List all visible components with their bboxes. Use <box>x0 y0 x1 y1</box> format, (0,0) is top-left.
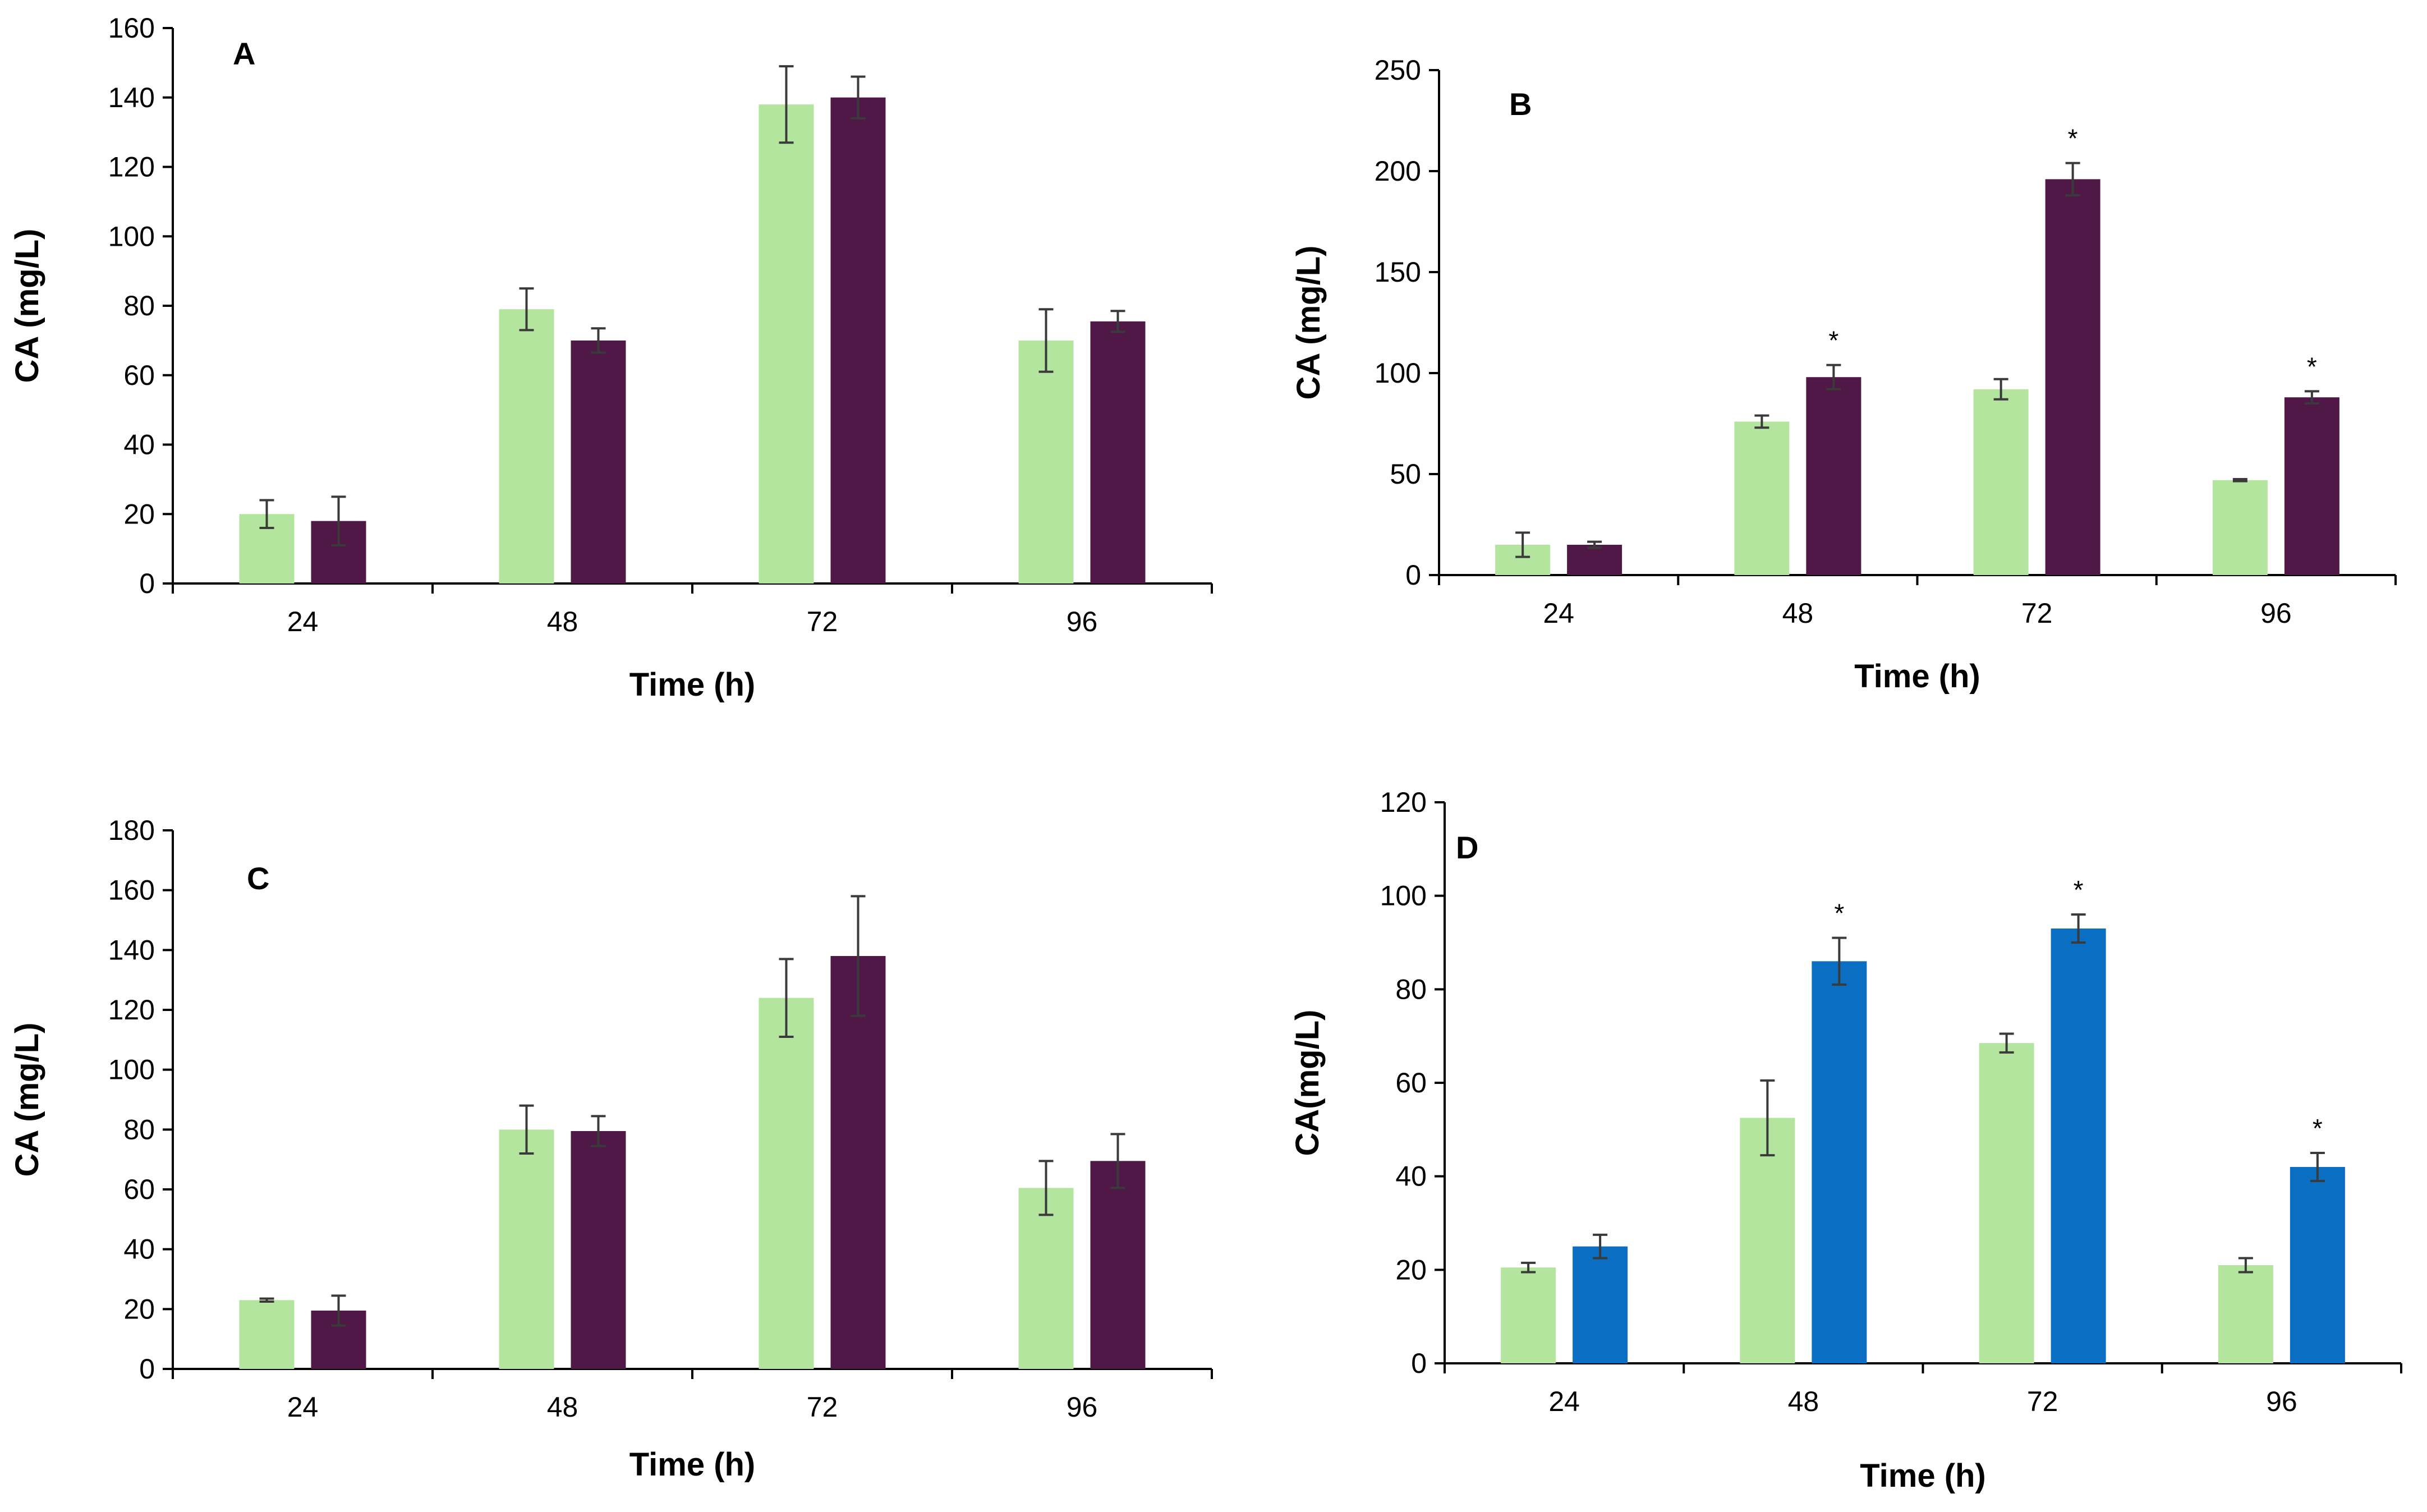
x-tick-label: 48 <box>1788 1386 1819 1417</box>
bar-series-2-48 <box>1812 961 1867 1363</box>
bar-series-1-96 <box>1018 1188 1074 1369</box>
y-tick-label: 160 <box>108 12 155 44</box>
bar-series-1-72 <box>759 104 814 583</box>
bar-series-1-72 <box>1973 389 2029 575</box>
y-axis-title: CA(mg/L) <box>1289 1010 1326 1156</box>
bar-series-1-72 <box>759 998 814 1369</box>
panel-label: C <box>247 861 269 896</box>
bar-series-1-72 <box>1979 1043 2034 1363</box>
y-tick-label: 40 <box>1395 1161 1427 1192</box>
bar-series-2-96 <box>1090 1161 1146 1369</box>
x-tick-label: 48 <box>1782 598 1814 629</box>
y-tick-label: 100 <box>1380 880 1427 912</box>
bar-series-1-48 <box>499 1129 554 1369</box>
bar-series-1-24 <box>239 1300 295 1369</box>
y-tick-label: 200 <box>1375 155 1421 187</box>
y-tick-label: 140 <box>108 934 155 966</box>
chart-panel-b: 0 50 100 150 200 250 24 48 72 96 * * * B Time (h) CA (m… <box>1290 54 2397 695</box>
x-tick-label: 72 <box>807 606 838 637</box>
y-tick-label: 40 <box>123 429 155 461</box>
panel-label: A <box>233 36 255 71</box>
x-tick-label: 24 <box>1548 1386 1580 1417</box>
x-axis-title: Time (h) <box>629 667 756 703</box>
y-tick-label: 80 <box>123 1114 155 1145</box>
y-tick-label: 40 <box>123 1234 155 1265</box>
significance-marker: * <box>2068 124 2078 153</box>
y-tick-label: 20 <box>123 1293 155 1325</box>
bar-series-2-48 <box>1806 377 1861 575</box>
y-tick-label: 100 <box>108 1054 155 1086</box>
y-tick-label: 120 <box>1380 787 1427 818</box>
y-tick-label: 0 <box>139 568 155 599</box>
bar-series-2-24 <box>1573 1246 1628 1363</box>
bar-series-1-96 <box>2218 1265 2273 1363</box>
y-tick-label: 50 <box>1390 458 1421 490</box>
y-tick-label: 0 <box>139 1353 155 1385</box>
y-tick-label: 150 <box>1375 256 1421 288</box>
panel-label: B <box>1509 86 1532 122</box>
y-tick-label: 80 <box>1395 973 1427 1005</box>
y-tick-label: 20 <box>123 498 155 530</box>
significance-marker: * <box>1828 326 1838 355</box>
x-axis-title: Time (h) <box>1854 658 1980 695</box>
y-tick-label: 0 <box>1411 1348 1427 1379</box>
x-tick-label: 72 <box>807 1391 838 1423</box>
y-axis-title: CA (mg/L) <box>9 1023 45 1177</box>
bar-series-2-72 <box>830 956 886 1369</box>
bar-series-2-96 <box>2290 1167 2345 1363</box>
bar-series-1-96 <box>1018 340 1074 583</box>
significance-marker: * <box>2074 875 2084 904</box>
y-tick-label: 120 <box>108 151 155 183</box>
bar-series-2-48 <box>571 1131 626 1369</box>
panel-label: D <box>1456 830 1478 865</box>
y-tick-label: 120 <box>108 994 155 1026</box>
chart-panel-a: 0 20 40 60 80 100 120 140 160 24 48 72 96 A Time (h) CA… <box>9 12 1213 703</box>
y-axis-title: CA (mg/L) <box>9 229 45 383</box>
chart-panel-c: 0 20 40 60 80 100 120 140 160 180 24 48 72 96 C Time (h… <box>9 815 1213 1483</box>
x-tick-label: 48 <box>547 1391 578 1423</box>
bar-series-2-72 <box>2045 179 2100 575</box>
bar-series-2-72 <box>830 97 886 583</box>
x-tick-label: 96 <box>2266 1386 2297 1417</box>
x-tick-label: 24 <box>1543 598 1574 629</box>
y-tick-label: 60 <box>123 1174 155 1205</box>
y-tick-label: 100 <box>1375 357 1421 389</box>
y-tick-label: 80 <box>123 290 155 321</box>
bar-series-2-96 <box>1090 321 1146 583</box>
y-tick-label: 100 <box>108 220 155 252</box>
x-tick-label: 72 <box>2021 598 2053 629</box>
bar-series-1-24 <box>1501 1267 1556 1363</box>
bar-series-2-48 <box>571 340 626 583</box>
y-tick-label: 20 <box>1395 1254 1427 1285</box>
significance-marker: * <box>2307 352 2317 381</box>
bar-series-1-48 <box>499 309 554 583</box>
y-tick-label: 250 <box>1375 54 1421 86</box>
x-tick-label: 96 <box>1067 1391 1098 1423</box>
y-tick-label: 160 <box>108 875 155 906</box>
y-tick-label: 140 <box>108 82 155 113</box>
x-axis-title: Time (h) <box>629 1446 756 1483</box>
x-axis-title: Time (h) <box>1860 1458 1986 1494</box>
x-tick-label: 24 <box>287 606 319 637</box>
x-tick-label: 96 <box>1067 606 1098 637</box>
significance-marker: * <box>2313 1114 2323 1143</box>
x-tick-label: 72 <box>2027 1386 2058 1417</box>
bar-series-1-48 <box>1734 421 1790 575</box>
x-tick-label: 48 <box>547 606 578 637</box>
y-tick-label: 0 <box>1405 559 1421 591</box>
y-tick-label: 180 <box>108 815 155 846</box>
bar-series-1-48 <box>1740 1118 1795 1363</box>
x-tick-label: 96 <box>2260 598 2292 629</box>
y-tick-label: 60 <box>1395 1067 1427 1099</box>
y-tick-label: 60 <box>123 360 155 391</box>
bar-series-2-72 <box>2051 929 2106 1363</box>
y-axis-title: CA (mg/L) <box>1290 246 1327 400</box>
bar-series-1-96 <box>2212 480 2268 575</box>
x-tick-label: 24 <box>287 1391 319 1423</box>
chart-panel-d: 0 20 40 60 80 100 120 24 48 72 96 * * * D Time (h) CA(mg… <box>1289 787 2402 1494</box>
bar-series-2-24 <box>1567 545 1622 575</box>
bar-series-2-96 <box>2284 397 2339 575</box>
significance-marker: * <box>1834 899 1844 928</box>
